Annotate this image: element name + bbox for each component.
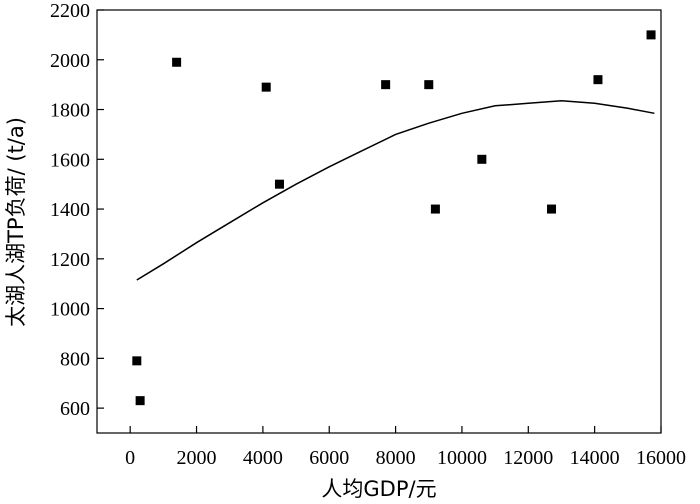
plot-frame (96, 9, 662, 434)
data-point (477, 154, 487, 164)
x-tick-label: 12000 (503, 447, 553, 469)
x-tick-label: 8000 (376, 447, 416, 469)
y-tick-label: 2200 (50, 0, 90, 22)
y-tick-label: 1400 (50, 199, 90, 221)
data-point (274, 179, 284, 189)
x-tick-label: 2000 (177, 447, 217, 469)
data-point (547, 204, 557, 214)
data-point (593, 75, 603, 85)
y-tick-label: 1600 (50, 149, 90, 171)
y-tick-label: 1000 (50, 299, 90, 321)
y-axis-ticks: 600 800 1000 1200 1400 1600 1800 2000 2200 (50, 0, 104, 420)
data-point (381, 80, 391, 90)
y-tick-label: 800 (60, 348, 90, 370)
trend-line (136, 100, 655, 281)
data-point (424, 80, 434, 90)
x-tick-label: 0 (125, 447, 135, 469)
y-tick-label: 600 (60, 398, 90, 420)
y-tick-label: 2000 (50, 50, 90, 72)
data-point (430, 204, 440, 214)
data-point (135, 396, 145, 406)
y-tick-label: 1800 (50, 100, 90, 122)
data-point (261, 82, 271, 92)
data-point (172, 57, 182, 67)
x-tick-label: 14000 (570, 447, 620, 469)
x-axis-title: 人均GDP/元 (321, 477, 436, 501)
data-point (132, 356, 142, 366)
y-tick-label: 1200 (50, 249, 90, 271)
x-tick-label: 4000 (243, 447, 283, 469)
x-axis-ticks: 0 2000 4000 6000 8000 10000 12000 14000 16000 (125, 426, 686, 469)
x-tick-label: 6000 (309, 447, 349, 469)
data-point (646, 30, 656, 40)
x-tick-label: 10000 (437, 447, 487, 469)
y-axis-title: 太湖人湖TP负荷/ (t/a) (4, 117, 28, 327)
data-points (132, 30, 656, 406)
x-tick-label: 16000 (636, 447, 686, 469)
